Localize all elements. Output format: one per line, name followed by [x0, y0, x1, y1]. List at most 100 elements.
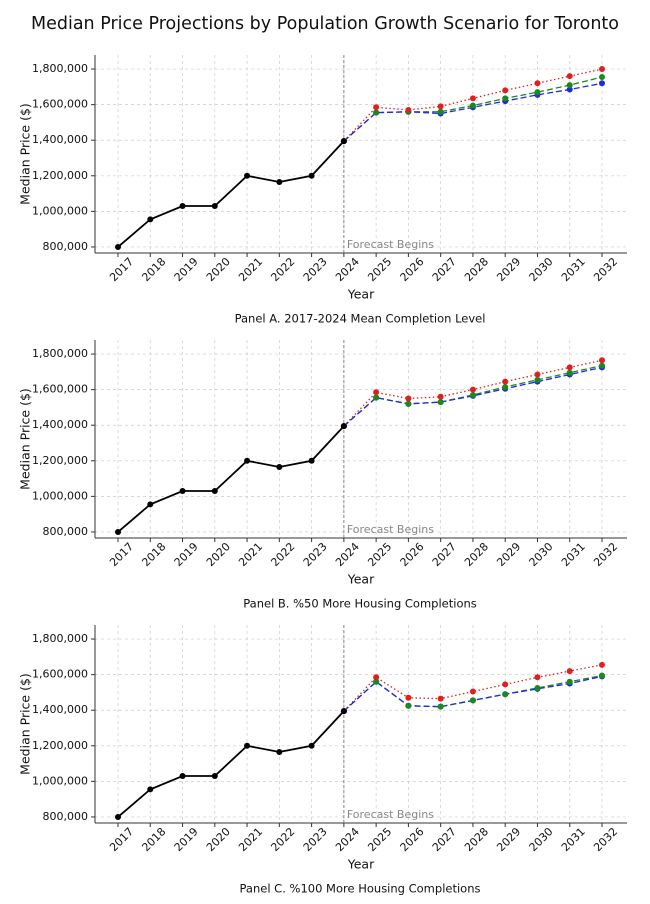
data-point: [502, 87, 509, 94]
y-tick-label: 1,400,000: [32, 418, 88, 431]
data-point: [534, 80, 541, 87]
x-axis-label: Year: [347, 287, 375, 302]
series-line: [343, 364, 603, 427]
data-point: [566, 364, 573, 371]
data-point: [244, 457, 251, 464]
data-point: [179, 773, 186, 780]
x-tick-label: 2032: [591, 540, 620, 569]
x-tick-label: 2022: [268, 825, 297, 854]
y-tick-label: 1,800,000: [32, 347, 88, 360]
data-point: [340, 138, 347, 145]
x-tick-label: 2022: [268, 540, 297, 569]
data-point: [502, 95, 509, 102]
x-tick-label: 2026: [398, 825, 427, 854]
data-point: [405, 400, 412, 407]
y-tick-label: 1,800,000: [32, 62, 88, 75]
x-tick-label: 2018: [139, 540, 168, 569]
data-point: [566, 82, 573, 89]
x-tick-label: 2030: [527, 825, 556, 854]
annotation: Forecast Begins: [347, 523, 434, 536]
series-line: [343, 366, 603, 427]
y-tick-label: 1,000,000: [32, 774, 88, 787]
x-tick-label: 2023: [301, 540, 330, 569]
data-point: [534, 89, 541, 96]
x-tick-label: 2019: [172, 825, 201, 854]
x-tick-label: 2030: [527, 540, 556, 569]
x-tick-label: 2021: [236, 540, 265, 569]
y-tick-label: 1,200,000: [32, 454, 88, 467]
x-tick-label: 2025: [365, 255, 394, 284]
data-point: [599, 672, 605, 679]
data-point: [502, 691, 509, 698]
data-point: [469, 697, 476, 704]
data-point: [308, 742, 315, 749]
x-tick-label: 2020: [204, 540, 233, 569]
x-tick-label: 2020: [204, 255, 233, 284]
data-point: [566, 86, 573, 93]
x-tick-label: 2019: [172, 255, 201, 284]
data-point: [469, 391, 476, 398]
y-axis-label: Median Price ($): [18, 673, 33, 775]
data-point: [244, 172, 251, 179]
y-tick-label: 800,000: [43, 810, 89, 823]
x-tick-label: 2031: [559, 825, 588, 854]
x-tick-label: 2025: [365, 540, 394, 569]
data-point: [534, 674, 541, 681]
data-point: [244, 742, 251, 749]
x-tick-label: 2032: [591, 255, 620, 284]
data-point: [147, 501, 154, 508]
data-point: [437, 108, 444, 115]
data-point: [566, 668, 573, 675]
y-tick-label: 1,400,000: [32, 703, 88, 716]
x-tick-label: 2029: [494, 540, 523, 569]
y-tick-label: 1,600,000: [32, 383, 88, 396]
data-point: [373, 109, 380, 116]
x-tick-label: 2021: [236, 255, 265, 284]
y-tick-label: 800,000: [43, 525, 89, 538]
y-tick-label: 800,000: [43, 240, 89, 253]
panel-caption: Panel B. %50 More Housing Completions: [243, 597, 477, 611]
data-point: [147, 216, 154, 223]
data-point: [469, 102, 476, 109]
x-tick-label: 2026: [398, 255, 427, 284]
x-tick-label: 2027: [430, 255, 459, 284]
data-point: [599, 357, 605, 364]
data-point: [437, 103, 444, 110]
data-point: [276, 179, 283, 186]
x-tick-label: 2021: [236, 825, 265, 854]
data-point: [437, 393, 444, 400]
x-tick-label: 2018: [139, 825, 168, 854]
y-tick-label: 1,000,000: [32, 204, 88, 217]
data-point: [308, 172, 315, 179]
data-point: [534, 376, 541, 383]
data-point: [115, 243, 121, 250]
data-point: [405, 395, 412, 402]
data-point: [437, 695, 444, 702]
data-point: [340, 708, 347, 715]
x-tick-label: 2028: [462, 255, 491, 284]
data-point: [211, 773, 218, 780]
data-point: [276, 464, 283, 471]
data-point: [276, 749, 283, 756]
data-point: [437, 703, 444, 710]
data-point: [179, 203, 186, 210]
x-tick-label: 2017: [107, 825, 136, 854]
x-tick-label: 2028: [462, 540, 491, 569]
annotation: Forecast Begins: [347, 238, 434, 251]
panel-caption: Panel A. 2017-2024 Mean Completion Level: [235, 312, 486, 326]
panel-caption: Panel C. %100 More Housing Completions: [240, 882, 481, 896]
x-axis-label: Year: [347, 857, 375, 872]
data-point: [534, 371, 541, 378]
data-point: [566, 73, 573, 80]
y-tick-label: 1,800,000: [32, 632, 88, 645]
data-point: [340, 423, 347, 430]
data-point: [469, 386, 476, 393]
series-line: [117, 140, 345, 248]
data-point: [405, 694, 412, 701]
y-tick-label: 1,400,000: [32, 133, 88, 146]
y-tick-label: 1,000,000: [32, 489, 88, 502]
x-tick-label: 2025: [365, 825, 394, 854]
data-point: [179, 488, 186, 495]
data-point: [405, 702, 412, 709]
